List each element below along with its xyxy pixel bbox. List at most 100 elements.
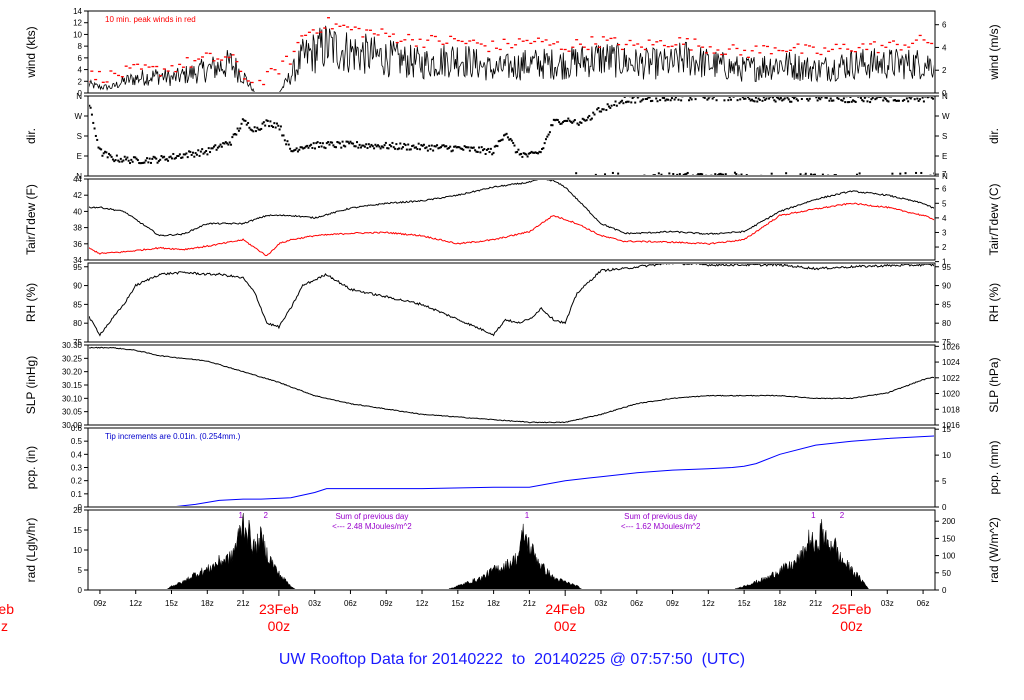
wind-direction-point	[918, 98, 921, 101]
wind-direction-point	[466, 146, 469, 149]
wind-direction-point	[550, 124, 553, 127]
wind-direction-point	[858, 172, 861, 175]
wind-direction-point	[407, 143, 410, 146]
wind-direction-point	[113, 160, 116, 163]
wind-direction-point	[884, 98, 887, 101]
wind-peak-mark	[548, 44, 552, 46]
wind-direction-point	[720, 173, 723, 175]
wind-peak-mark	[342, 24, 346, 26]
wind-direction-point	[890, 97, 893, 98]
wind-peak-mark	[170, 65, 174, 67]
wind-direction-point	[861, 99, 864, 102]
time-tick-label: 09z	[666, 599, 679, 608]
wind-direction-point	[169, 155, 172, 158]
wind-peak-mark	[773, 47, 777, 49]
wind-direction-point	[819, 98, 822, 101]
wind-direction-point	[155, 157, 158, 160]
time-tick-label: 18z	[487, 599, 500, 608]
wind-peak-mark	[365, 29, 369, 31]
wind-peak-mark	[204, 52, 208, 54]
wind-direction-point	[682, 173, 685, 175]
wind-direction-point	[94, 134, 97, 137]
wind-direction-point	[640, 99, 643, 102]
wind-direction-point	[815, 97, 818, 99]
wind-direction-point	[429, 148, 432, 151]
rad-sun-marker: 2	[264, 511, 269, 520]
radiation-area	[166, 512, 869, 589]
wind-direction-point	[512, 141, 515, 144]
wind-direction-point	[131, 160, 134, 163]
wind-peak-mark	[689, 49, 693, 51]
time-tick-label: 18z	[773, 599, 786, 608]
slp-left-tick-label: 30.20	[62, 368, 83, 377]
wind-direction-point	[134, 156, 137, 159]
wind-direction-point	[821, 173, 824, 175]
wind-direction-point	[560, 122, 563, 125]
rh-left-tick-label: 90	[73, 282, 82, 291]
wind-direction-point	[336, 140, 339, 143]
wind-direction-point	[849, 97, 852, 98]
wind-direction-point	[457, 146, 460, 149]
wind-direction-point	[467, 146, 470, 149]
wind-peak-mark	[433, 35, 437, 38]
wind-direction-point	[689, 97, 692, 99]
wind-direction-point	[310, 143, 313, 146]
wind-direction-point	[685, 172, 688, 175]
wind-peak-mark	[869, 43, 873, 45]
wind-peak-mark	[529, 42, 533, 45]
wind-direction-point	[135, 157, 138, 160]
wind-direction-point	[371, 145, 374, 148]
wind-peak-mark	[559, 48, 563, 50]
wind-direction-point	[523, 152, 526, 155]
wind-direction-point	[583, 118, 586, 121]
wind-direction-point	[117, 159, 120, 162]
wind-peak-mark	[281, 60, 285, 62]
wind-peak-mark	[414, 45, 418, 47]
wind-direction-point	[678, 173, 681, 175]
wind-direction-point	[439, 146, 442, 149]
wind-direction-point	[831, 99, 834, 102]
wind-direction-point	[302, 147, 305, 150]
wind-peak-mark	[659, 40, 663, 42]
wind-direction-point	[458, 146, 461, 149]
wind-direction-point	[254, 130, 257, 133]
wind-direction-point	[277, 124, 280, 127]
wind-peak-mark	[521, 40, 525, 42]
rh-right-tick-label: 90	[942, 282, 951, 291]
wind-direction-point	[212, 145, 215, 148]
wind-direction-point	[233, 133, 236, 136]
wind-direction-point	[388, 143, 391, 146]
wind-direction-point	[894, 99, 897, 102]
wind-direction-point	[472, 146, 475, 149]
wind-direction-point	[421, 144, 424, 147]
wind-direction-point	[268, 125, 271, 128]
wind-direction-point	[806, 98, 809, 101]
wind-direction-point	[109, 154, 112, 157]
wind-peak-mark	[197, 58, 201, 60]
wind-direction-point	[892, 99, 895, 102]
wind-direction-point	[737, 174, 740, 175]
wind-direction-point	[917, 99, 920, 102]
wind-direction-point	[138, 162, 141, 165]
temp-right-tick-label: 5	[942, 199, 947, 208]
wind-direction-point	[354, 145, 357, 148]
wind-direction-point	[852, 99, 855, 102]
wind-direction-point	[816, 99, 819, 102]
wind-direction-point	[634, 101, 637, 104]
wind-direction-point	[341, 140, 344, 143]
wind-direction-point	[516, 150, 519, 153]
wind-direction-point	[789, 100, 792, 103]
wind-direction-point	[262, 121, 265, 124]
wind-direction-point	[173, 157, 176, 160]
wind-direction-point	[198, 154, 201, 157]
wind-peak-mark	[357, 27, 361, 30]
wind-direction-point	[760, 174, 763, 175]
time-tick-label: 03z	[881, 599, 894, 608]
wind-direction-point	[455, 146, 458, 149]
wind-direction-point	[660, 173, 663, 175]
wind-direction-point	[844, 101, 847, 104]
wind-direction-point	[594, 173, 597, 175]
wind-direction-point	[778, 98, 781, 101]
wind-peak-mark	[739, 54, 743, 56]
